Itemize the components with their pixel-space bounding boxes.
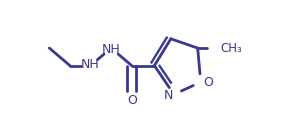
Text: NH: NH [81, 58, 100, 71]
Text: O: O [203, 76, 213, 89]
Text: N: N [164, 89, 173, 102]
Text: NH: NH [102, 43, 121, 56]
Text: O: O [127, 94, 137, 107]
Text: CH₃: CH₃ [220, 42, 242, 55]
